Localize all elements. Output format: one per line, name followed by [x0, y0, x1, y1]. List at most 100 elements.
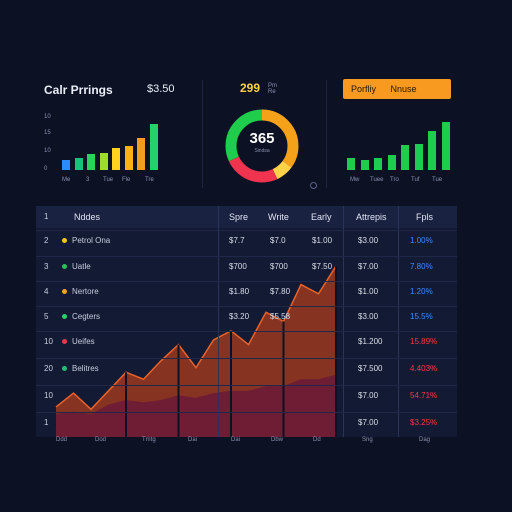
bar [124, 146, 133, 170]
donut-center-value: 365 [249, 130, 275, 147]
cell-attrepis: $1.00 [358, 287, 379, 296]
cell-early: $1.00 [312, 236, 333, 245]
cell-percent: 15.5% [410, 312, 433, 321]
cell-spre: $3.20 [229, 312, 250, 321]
header-spre[interactable]: Spre [229, 212, 249, 222]
cell-percent: 1.00% [410, 236, 433, 245]
cell-spre: $7.7 [229, 236, 245, 245]
bar [112, 148, 120, 170]
bar [149, 124, 158, 170]
y-tick: 10 [44, 114, 51, 120]
row-number: 2 [44, 236, 49, 245]
status-dot [62, 238, 67, 243]
row-divider [36, 358, 457, 359]
x-tick: Sng [362, 437, 373, 443]
header-name[interactable]: Nddes [74, 212, 101, 222]
donut-top-unit: Pm Re [268, 83, 277, 95]
bar [374, 158, 382, 170]
cell-percent: 15.89% [410, 337, 438, 346]
donut-segment [225, 109, 299, 183]
header-attrepis[interactable]: Attrepis [356, 212, 387, 222]
row-number: 3 [44, 262, 49, 271]
row-name: Ueifes [72, 337, 95, 346]
x-tick: Me [62, 177, 71, 183]
row-number: 5 [44, 312, 49, 321]
x-tick: Dai [188, 437, 198, 443]
cell-percent: 1.20% [410, 287, 433, 296]
row-divider [36, 230, 457, 231]
info-icon[interactable] [310, 182, 317, 189]
cell-attrepis: $7.00 [358, 262, 379, 271]
bar [414, 144, 423, 170]
status-dot [62, 339, 67, 344]
x-tick: Tuf [411, 177, 420, 183]
status-dot [62, 366, 67, 371]
bar [62, 160, 70, 170]
row-name: Petrol Ona [72, 236, 111, 245]
cell-attrepis: $3.00 [358, 236, 379, 245]
row-divider [36, 385, 457, 386]
header-early[interactable]: Early [311, 212, 332, 222]
cell-write: $700 [270, 262, 288, 271]
x-tick: Tro [390, 177, 399, 183]
status-dot [62, 314, 67, 319]
bar [347, 158, 355, 170]
x-tick: Dd [313, 437, 321, 443]
cell-spre: $700 [229, 262, 247, 271]
cell-early: $7.50 [312, 262, 333, 271]
y-tick: 0 [44, 166, 48, 172]
button-label-secondary: Nnuse [390, 84, 417, 94]
cell-attrepis: $7.00 [358, 391, 379, 400]
cell-write: $7.80 [270, 287, 291, 296]
column-divider [218, 206, 219, 437]
bar [428, 131, 436, 170]
bar [360, 160, 369, 170]
cell-write: $7.0 [270, 236, 286, 245]
header-fpls[interactable]: Fpls [416, 212, 434, 222]
row-name: Nertore [72, 287, 99, 296]
donut-segment [225, 109, 299, 183]
row-number: 20 [44, 364, 53, 373]
panel-divider [326, 80, 327, 188]
column-divider [398, 206, 399, 437]
panel-price: $3.50 [147, 83, 175, 95]
x-tick: Ddd [56, 437, 68, 443]
row-number: 1 [44, 418, 49, 427]
panel-divider [202, 80, 203, 188]
x-tick: Tue [432, 177, 443, 183]
cell-attrepis: $7.500 [358, 364, 383, 373]
bar [99, 153, 108, 170]
status-dot [62, 264, 67, 269]
x-tick: Dbw [271, 437, 284, 443]
portfolio-button[interactable]: Porfliy Nnuse [343, 79, 451, 99]
cell-percent: 4.403% [410, 364, 438, 373]
table-header [36, 206, 457, 228]
button-label: Porfliy [351, 84, 377, 94]
donut-center-sub: Sindsa [254, 148, 270, 154]
x-tick: Dag [419, 437, 431, 443]
donut-top-value: 299 [240, 81, 261, 95]
row-number: 1 [44, 212, 49, 221]
column-divider [343, 206, 344, 437]
y-tick: 15 [44, 130, 51, 136]
cell-percent: 7.80% [410, 262, 433, 271]
x-tick: Tmtg [142, 437, 156, 443]
row-number: 10 [44, 337, 53, 346]
row-divider [36, 281, 457, 282]
cell-attrepis: $1.200 [358, 337, 383, 346]
cell-attrepis: $3.00 [358, 312, 379, 321]
header-write[interactable]: Write [268, 212, 289, 222]
bar [441, 122, 450, 170]
x-tick: 3 [86, 177, 90, 183]
row-name: Uatle [72, 262, 91, 271]
x-tick: Fle [122, 177, 131, 183]
x-tick: Tue [103, 177, 114, 183]
bar [401, 145, 409, 170]
cell-percent: 54.71% [410, 391, 438, 400]
area-chart [55, 265, 337, 437]
row-divider [36, 412, 457, 413]
x-tick: Tre [145, 177, 154, 183]
row-number: 10 [44, 391, 53, 400]
cell-percent: $3.25% [410, 418, 438, 427]
area-line [55, 265, 337, 411]
